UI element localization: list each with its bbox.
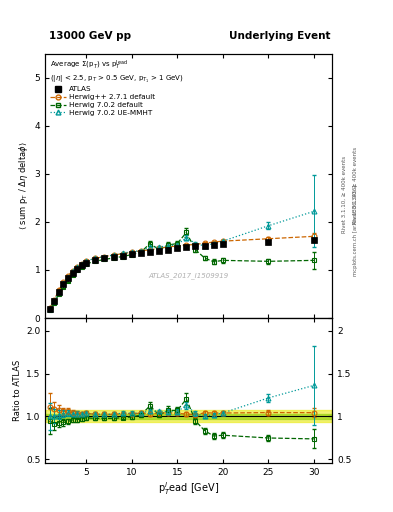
Bar bbox=[45, 410, 332, 422]
Text: ATLAS_2017_I1509919: ATLAS_2017_I1509919 bbox=[149, 272, 229, 279]
Y-axis label: Ratio to ATLAS: Ratio to ATLAS bbox=[13, 360, 22, 421]
Text: 13000 GeV pp: 13000 GeV pp bbox=[49, 31, 131, 41]
Text: mcplots.cern.ch [arXiv:1306.3436]: mcplots.cern.ch [arXiv:1306.3436] bbox=[353, 185, 358, 276]
Bar bbox=[45, 414, 332, 419]
X-axis label: p$_T^l$ead [GeV]: p$_T^l$ead [GeV] bbox=[158, 480, 219, 497]
Text: Rivet 3.1.10, ≥ 400k events: Rivet 3.1.10, ≥ 400k events bbox=[353, 147, 358, 224]
Text: Underlying Event: Underlying Event bbox=[229, 31, 330, 41]
Legend: ATLAS, Herwig++ 2.7.1 default, Herwig 7.0.2 default, Herwig 7.0.2 UE-MMHT: ATLAS, Herwig++ 2.7.1 default, Herwig 7.… bbox=[49, 57, 185, 117]
Y-axis label: $\langle$ sum p$_\mathrm{T}$ / $\Delta\eta$ delta$\phi\rangle$: $\langle$ sum p$_\mathrm{T}$ / $\Delta\e… bbox=[17, 141, 30, 230]
Text: Rivet 3.1.10, ≥ 400k events: Rivet 3.1.10, ≥ 400k events bbox=[342, 156, 346, 233]
